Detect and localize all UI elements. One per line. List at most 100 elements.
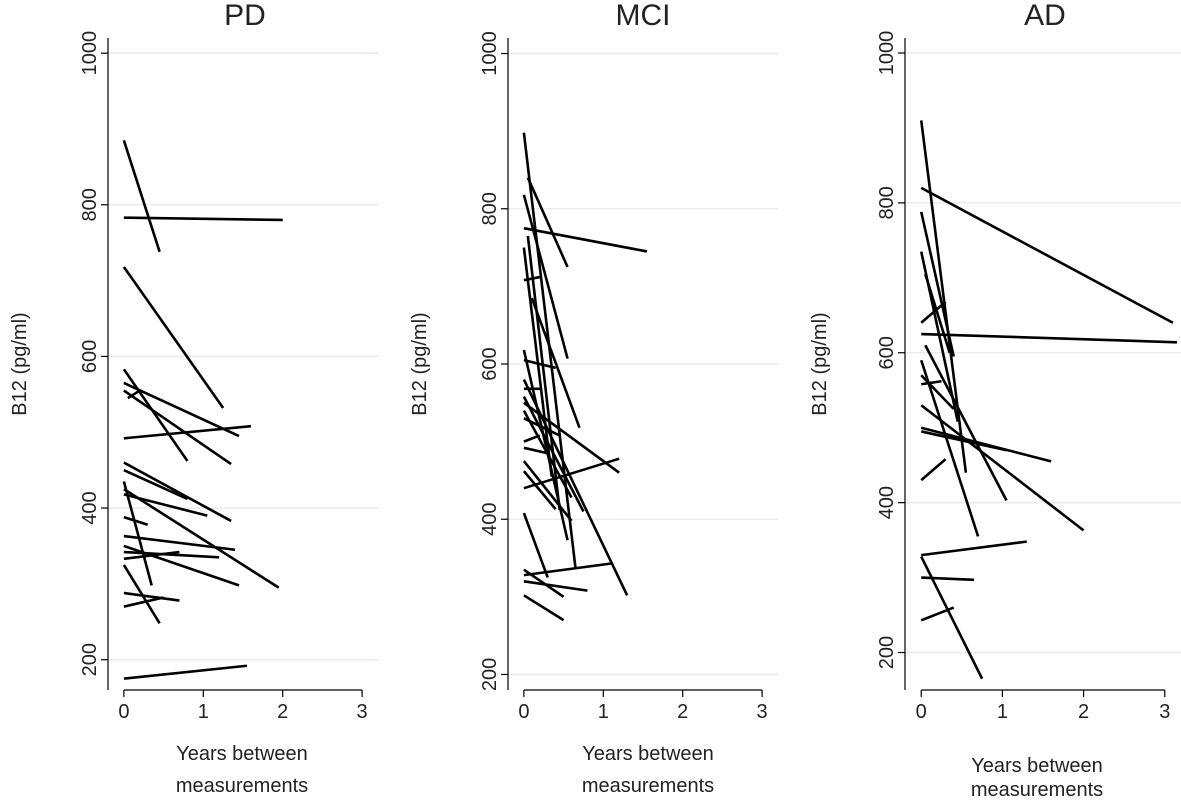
y-tick-label-1000: 1000 [79, 31, 101, 76]
data-segment-24 [523, 580, 588, 592]
x-tick-label-0: 0 [518, 701, 529, 723]
x-axis-label-line2: measurements [971, 779, 1103, 800]
data-segment-8 [123, 461, 232, 523]
panel-title: AD [1024, 0, 1066, 32]
x-tick-label-1: 1 [198, 701, 209, 723]
gridlines [508, 52, 778, 676]
y-tick-label-800: 800 [876, 186, 898, 219]
data-segment-18 [522, 460, 573, 522]
data-segment-10 [122, 481, 153, 586]
data-segment-5 [920, 300, 947, 324]
data-segment-1 [920, 186, 1174, 324]
data-segment-2 [122, 266, 225, 409]
y-tick-label-1000: 1000 [876, 31, 898, 76]
x-tick-label-3: 3 [1159, 701, 1170, 723]
x-axis-label-line2: measurements [176, 775, 308, 797]
gridlines [905, 52, 1181, 654]
y-tick-label-800: 800 [79, 188, 101, 221]
data-segment-11 [920, 404, 1085, 532]
y-axis-label: B12 (pg/ml) [409, 312, 431, 415]
data-segment-12 [123, 493, 208, 517]
data-segment-9 [123, 468, 188, 501]
x-tick-label-2: 2 [277, 701, 288, 723]
data-segment-4 [924, 273, 951, 354]
x-tick-label-0: 0 [118, 701, 129, 723]
data-segment-5 [522, 247, 553, 477]
y-tick-label-800: 800 [479, 192, 501, 225]
panel-pd: PD B12 (pg/ml) Years between measurement… [9, 0, 378, 797]
y-axis-label: B12 (pg/ml) [9, 312, 31, 415]
y-tick-label-200: 200 [876, 636, 898, 669]
data-segment-6 [921, 332, 1177, 344]
data-segment-14 [920, 458, 947, 482]
x-tick-label-0: 0 [916, 701, 927, 723]
x-tick-label-3: 3 [757, 701, 768, 723]
x-axis-label-line2: measurements [582, 775, 714, 797]
y-tick-label-400: 400 [79, 491, 101, 524]
data-segment-9 [523, 358, 556, 370]
data-segment-15 [523, 417, 561, 437]
y-tick-label-1000: 1000 [479, 31, 501, 76]
data-segment-4 [123, 381, 240, 438]
data-segment-2 [522, 194, 569, 359]
x-tick-label-3: 3 [357, 701, 368, 723]
data-segment-3 [122, 368, 189, 462]
data-segment-17 [523, 446, 548, 455]
data-segment-17 [921, 576, 975, 582]
data-segment-7 [924, 344, 1008, 501]
data-segment-6 [127, 389, 141, 400]
data-segment-5 [123, 389, 232, 466]
data-segment-21 [123, 664, 248, 680]
data-segment-20 [523, 457, 620, 490]
data-segment-16 [523, 434, 541, 443]
x-tick-label-2: 2 [1078, 701, 1089, 723]
x-tick-label-1: 1 [598, 701, 609, 723]
x-axis-label-line1: Years between [971, 755, 1103, 777]
data-segment-19 [522, 470, 557, 510]
data-segment-12 [522, 396, 585, 513]
data-segment-16 [123, 550, 220, 559]
data-segment-15 [921, 540, 1027, 557]
data-segment-8 [919, 359, 980, 537]
data-segment-1 [526, 177, 569, 268]
data-segment-13 [920, 430, 1007, 452]
y-axis-label: B12 (pg/ml) [809, 312, 831, 415]
data-segment-0 [919, 120, 968, 473]
data-segment-10 [921, 379, 942, 386]
data-segment-9 [920, 374, 955, 410]
data-segment-14 [522, 409, 573, 499]
x-tick-label-2: 2 [677, 701, 688, 723]
data-segment-7 [123, 424, 252, 440]
y-tick-label-600: 600 [876, 336, 898, 369]
data-segment-1 [123, 216, 283, 222]
data-segment-6 [523, 275, 541, 282]
x-axis-label-line1: Years between [582, 743, 714, 765]
panel-ad: AD B12 (pg/ml) Years between measurement… [809, 0, 1181, 800]
data-segment-0 [522, 132, 577, 569]
y-tick-label-200: 200 [79, 643, 101, 676]
series-segments [122, 139, 283, 680]
panel-title: PD [224, 0, 266, 32]
data-segment-25 [523, 594, 565, 622]
y-tick-label-200: 200 [479, 658, 501, 691]
data-segment-18 [920, 606, 955, 622]
y-tick-label-600: 600 [79, 340, 101, 373]
panel-mci: MCI B12 (pg/ml) Years between measuremen… [409, 0, 778, 797]
data-segment-2 [919, 211, 955, 357]
data-segment-13 [123, 515, 149, 526]
x-tick-label-1: 1 [997, 701, 1008, 723]
data-segment-14 [123, 534, 236, 552]
panel-title: MCI [616, 0, 671, 32]
data-segment-0 [122, 139, 161, 253]
data-segment-19 [123, 591, 180, 602]
x-axis-label-line1: Years between [176, 743, 308, 765]
y-tick-label-400: 400 [479, 503, 501, 536]
data-segment-17 [123, 550, 180, 561]
y-tick-label-600: 600 [479, 347, 501, 380]
data-segment-7 [530, 297, 581, 429]
data-segment-21 [522, 512, 549, 578]
series-segments [919, 120, 1177, 680]
data-segment-13 [523, 401, 620, 474]
y-tick-label-400: 400 [876, 486, 898, 519]
